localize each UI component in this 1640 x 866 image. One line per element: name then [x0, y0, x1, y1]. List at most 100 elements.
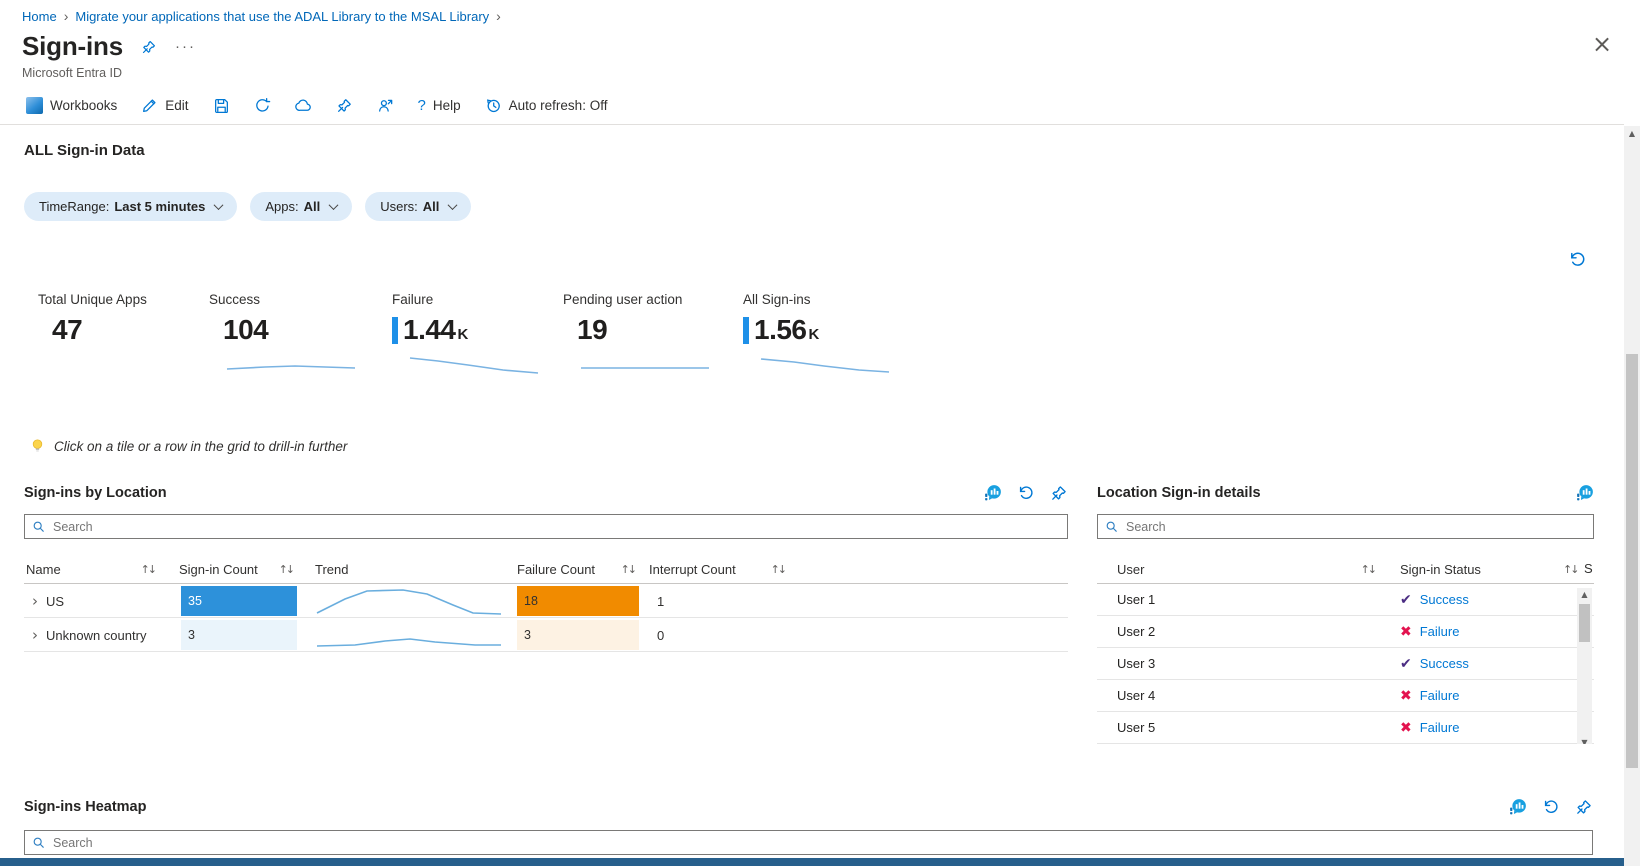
- column-header[interactable]: Sign-in Count: [179, 561, 258, 577]
- page-vertical-scrollbar[interactable]: ▲: [1624, 126, 1640, 866]
- column-header[interactable]: Failure Count: [517, 561, 596, 577]
- pencil-icon: [141, 97, 158, 114]
- pin-workbook-button[interactable]: [336, 97, 353, 114]
- details-table-header: User ↑↓ Sign-in Status ↑↓ S: [1097, 555, 1594, 584]
- filter-users[interactable]: Users: All: [365, 192, 472, 221]
- tile-label: All Sign-ins: [743, 292, 811, 307]
- search-icon: [33, 521, 44, 532]
- panel-title: Sign-ins by Location: [24, 485, 167, 501]
- scrollbar-thumb[interactable]: [1579, 604, 1590, 642]
- filter-value: Last 5 minutes: [114, 199, 206, 214]
- success-check-icon: ✔: [1400, 655, 1412, 672]
- sparkline: [226, 365, 356, 370]
- undo-icon[interactable]: [1017, 484, 1035, 502]
- search-input[interactable]: [53, 519, 1060, 534]
- user-name: User 2: [1117, 624, 1156, 639]
- workbook-chart-icon[interactable]: [984, 484, 1002, 502]
- page-subtitle: Microsoft Entra ID: [22, 66, 123, 80]
- workbooks-label: Workbooks: [50, 97, 118, 113]
- column-header[interactable]: User: [1117, 561, 1145, 577]
- tile-pending-user-action[interactable]: Pending user action 19: [563, 292, 711, 383]
- expand-chevron-icon[interactable]: ›: [32, 626, 38, 644]
- filter-timerange[interactable]: TimeRange: Last 5 minutes: [24, 192, 238, 221]
- sort-icon[interactable]: ↑↓: [1563, 562, 1579, 576]
- chevron-down-icon: [328, 200, 339, 211]
- edit-button[interactable]: Edit: [141, 97, 189, 114]
- location-name: Unknown country: [46, 627, 147, 643]
- sort-icon[interactable]: ↑↓: [278, 562, 296, 576]
- signin-count-bar: 3: [181, 620, 297, 650]
- workbooks-button[interactable]: Workbooks: [26, 96, 118, 114]
- expand-chevron-icon[interactable]: ›: [32, 592, 38, 610]
- user-row[interactable]: User 2 ✖ Failure: [1097, 616, 1594, 648]
- status-link[interactable]: Success: [1419, 592, 1469, 607]
- details-vertical-scrollbar[interactable]: ▲ ▼: [1577, 588, 1592, 744]
- user-name: User 3: [1117, 656, 1156, 671]
- close-icon[interactable]: ×: [1592, 30, 1613, 58]
- refresh-button[interactable]: [254, 97, 271, 114]
- location-row-unknown-country[interactable]: › Unknown country 3 3 0: [24, 618, 1068, 652]
- breadcrumb-link-home[interactable]: Home: [22, 8, 57, 24]
- status-link[interactable]: Success: [1419, 656, 1469, 671]
- status-link[interactable]: Failure: [1419, 688, 1460, 703]
- truncated-column-header: S: [1584, 561, 1593, 576]
- share-button[interactable]: [377, 97, 394, 114]
- filter-bar: TimeRange: Last 5 minutes Apps: All User…: [24, 192, 472, 221]
- sparkline: [581, 367, 709, 369]
- tile-failure[interactable]: Failure 1.44 K: [392, 292, 540, 383]
- toolbar: Workbooks Edit: [26, 90, 607, 120]
- tile-all-signins[interactable]: All Sign-ins 1.56 K: [743, 292, 891, 383]
- undo-icon[interactable]: [1568, 250, 1587, 269]
- tile-total-unique-apps[interactable]: Total Unique Apps 47: [38, 292, 147, 346]
- scroll-down-icon[interactable]: ▼: [1581, 738, 1588, 744]
- pin-icon[interactable]: [1050, 484, 1068, 502]
- sort-icon[interactable]: ↑↓: [140, 562, 158, 576]
- cloud-button[interactable]: [294, 97, 312, 114]
- user-row[interactable]: User 3 ✔ Success: [1097, 648, 1594, 680]
- auto-refresh-button[interactable]: Auto refresh: Off: [485, 97, 607, 114]
- location-search-box: [24, 514, 1068, 539]
- help-button[interactable]: ? Help: [418, 97, 461, 114]
- pin-icon[interactable]: [1575, 798, 1593, 816]
- user-row[interactable]: User 5 ✖ Failure: [1097, 712, 1594, 744]
- column-header[interactable]: Trend: [315, 561, 349, 577]
- signins-by-location-panel: Sign-ins by Location: [24, 484, 1068, 652]
- search-input[interactable]: [1126, 519, 1586, 534]
- location-row-us[interactable]: › US 35 18 1: [24, 584, 1068, 618]
- search-input[interactable]: [53, 835, 1585, 850]
- save-button[interactable]: [213, 97, 230, 114]
- column-header[interactable]: Sign-in Status: [1400, 561, 1481, 577]
- column-header[interactable]: Interrupt Count: [649, 561, 736, 577]
- panel-title: Sign-ins Heatmap: [24, 799, 147, 815]
- scroll-up-icon[interactable]: ▲: [1628, 129, 1636, 138]
- sort-icon[interactable]: ↑↓: [770, 562, 788, 576]
- undo-icon[interactable]: [1542, 798, 1560, 816]
- filter-apps[interactable]: Apps: All: [250, 192, 353, 221]
- section-title: ALL Sign-in Data: [24, 142, 145, 159]
- workbook-chart-icon[interactable]: [1509, 798, 1527, 816]
- tile-value: 104: [223, 314, 269, 345]
- failure-x-icon: ✖: [1400, 719, 1412, 736]
- user-row[interactable]: User 1 ✔ Success: [1097, 584, 1594, 616]
- workbook-chart-icon[interactable]: [1576, 484, 1594, 502]
- user-row[interactable]: User 4 ✖ Failure: [1097, 680, 1594, 712]
- sort-icon[interactable]: ↑↓: [1360, 562, 1377, 576]
- scroll-up-icon[interactable]: ▲: [1581, 590, 1588, 599]
- location-table-header: Name ↑↓ Sign-in Count ↑↓ Trend Failure C…: [24, 555, 1068, 584]
- status-link[interactable]: Failure: [1419, 624, 1460, 639]
- status-link[interactable]: Failure: [1419, 720, 1460, 735]
- column-header[interactable]: Name: [26, 561, 61, 577]
- breadcrumb-link-migrate-adal[interactable]: Migrate your applications that use the A…: [75, 8, 490, 24]
- search-icon: [1106, 521, 1117, 532]
- pin-icon: [336, 97, 353, 114]
- filter-label: Apps:: [265, 199, 299, 214]
- more-options-icon[interactable]: ···: [174, 38, 196, 55]
- trend-sparkline: [307, 619, 517, 652]
- location-name: US: [46, 593, 65, 609]
- pin-icon[interactable]: [141, 39, 157, 55]
- breadcrumb-separator-icon: ›: [63, 8, 69, 24]
- sort-icon[interactable]: ↑↓: [620, 562, 638, 576]
- tile-success[interactable]: Success 104: [209, 292, 357, 383]
- scrollbar-thumb[interactable]: [1626, 354, 1638, 768]
